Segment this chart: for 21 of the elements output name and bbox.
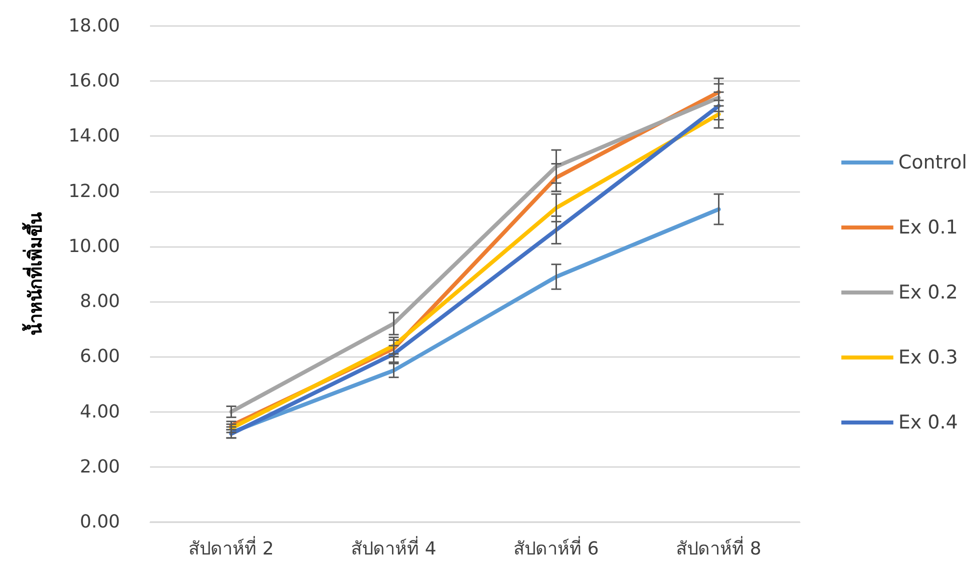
y-tick-label: 8.00 xyxy=(80,291,120,312)
legend-label: Ex 0.3 xyxy=(898,346,958,368)
y-tick-label: 16.00 xyxy=(68,70,120,92)
x-tick-label: สัปดาห์ที่ 2 xyxy=(188,536,274,560)
y-axis-title: น้ำหนักที่เพิ่มขึ้น xyxy=(22,212,46,336)
y-tick-label: 18.00 xyxy=(68,16,120,36)
y-tick-label: 6.00 xyxy=(80,346,120,368)
legend-label: Control xyxy=(898,152,968,174)
y-tick-label: 2.00 xyxy=(80,456,120,478)
legend-label: Ex 0.4 xyxy=(898,412,958,434)
x-tick-label: สัปดาห์ที่ 6 xyxy=(514,536,599,560)
x-tick-label: สัปดาห์ที่ 4 xyxy=(351,536,436,560)
x-tick-label: สัปดาห์ที่ 8 xyxy=(676,536,762,560)
legend-label: Ex 0.1 xyxy=(898,216,958,238)
y-tick-label: 4.00 xyxy=(80,401,120,422)
line-series xyxy=(229,207,721,434)
y-tick-label: 12.00 xyxy=(68,180,120,202)
legend-label: Ex 0.2 xyxy=(898,282,958,304)
y-tick-label: 0.00 xyxy=(80,512,120,532)
y-tick-label: 14.00 xyxy=(68,126,120,147)
y-tick-label: 10.00 xyxy=(68,236,120,257)
